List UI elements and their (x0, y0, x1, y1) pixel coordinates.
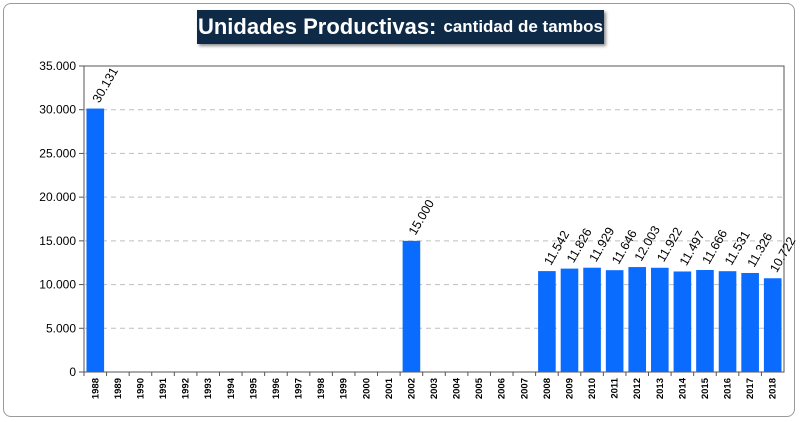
bar-2016 (718, 271, 737, 372)
y-tick-label: 10.000 (39, 278, 76, 292)
bar-2009 (560, 268, 579, 372)
y-tick-label: 25.000 (39, 146, 76, 160)
x-tick-label-2001: 2001 (384, 377, 395, 399)
x-tick-label-2018: 2018 (768, 378, 779, 399)
x-tick-label-2003: 2003 (429, 378, 440, 399)
y-tick-label: 20.000 (39, 190, 76, 204)
y-tick-label: 35.000 (39, 59, 76, 73)
x-tick-label-1994: 1994 (226, 377, 237, 399)
y-tick-label: 15.000 (39, 234, 76, 248)
bar-2002 (402, 240, 421, 372)
x-tick-label-2010: 2010 (587, 378, 598, 399)
chart-title: Unidades Productivas: (197, 14, 437, 39)
bar-2008 (538, 271, 556, 372)
bar-2018 (763, 278, 782, 372)
data-labels: 30.13115.00011.54211.82611.92911.64612.0… (90, 65, 799, 275)
x-tick-label-1989: 1989 (113, 378, 124, 399)
x-tick-label-2002: 2002 (406, 378, 417, 399)
x-tick-label-1996: 1996 (271, 378, 282, 399)
y-tick-label: 30.000 (39, 103, 76, 117)
y-tick-label: 5.000 (46, 321, 76, 335)
bar-2015 (696, 270, 714, 372)
x-tick-label-1991: 1991 (158, 377, 169, 399)
x-axis-ticks: 1988 1989 1990 1991 1992 1993 1994 1995 1996 1997… (83, 372, 779, 399)
x-tick-label-2012: 2012 (632, 378, 643, 399)
bar-2012 (628, 267, 647, 372)
x-tick-label-1988: 1988 (90, 378, 101, 399)
x-tick-label-2016: 2016 (723, 378, 734, 399)
bars (86, 108, 782, 372)
x-tick-label-2000: 2000 (361, 378, 372, 399)
x-tick-label-2017: 2017 (745, 378, 756, 399)
bar-2017 (741, 272, 759, 372)
x-tick-label-2013: 2013 (655, 378, 666, 399)
x-tick-label-1993: 1993 (203, 378, 214, 399)
x-tick-label-2009: 2009 (564, 378, 575, 399)
x-tick-label-2007: 2007 (519, 378, 530, 399)
x-tick-label-1997: 1997 (294, 378, 305, 399)
x-tick-label-2011: 2011 (610, 377, 621, 398)
x-tick-label-1990: 1990 (135, 378, 146, 399)
bar-2010 (583, 267, 601, 372)
x-tick-label-1999: 1999 (339, 378, 350, 399)
x-tick-label-2004: 2004 (452, 377, 463, 399)
bar-1988 (86, 108, 105, 372)
x-tick-label-2014: 2014 (677, 377, 688, 399)
y-axis-ticks: 0 5.000 10.000 15.000 20.000 25.000 30.000 35.0… (39, 59, 84, 379)
x-tick-label-1995: 1995 (248, 377, 259, 399)
chart-title-box: Unidades Productivas: cantidad de tambos (197, 10, 604, 44)
x-tick-label-2005: 2005 (474, 377, 485, 399)
bar-2013 (651, 267, 669, 372)
bar-2014 (673, 271, 692, 372)
chart-subtitle: cantidad de tambos (443, 17, 604, 36)
x-tick-label-2015: 2015 (700, 377, 711, 399)
x-tick-label-1998: 1998 (316, 378, 327, 399)
bar-2011 (605, 270, 624, 372)
x-tick-label-2008: 2008 (542, 378, 553, 399)
x-tick-label-1992: 1992 (181, 378, 192, 399)
x-tick-label-2006: 2006 (497, 378, 508, 399)
y-tick-label: 0 (69, 365, 76, 379)
